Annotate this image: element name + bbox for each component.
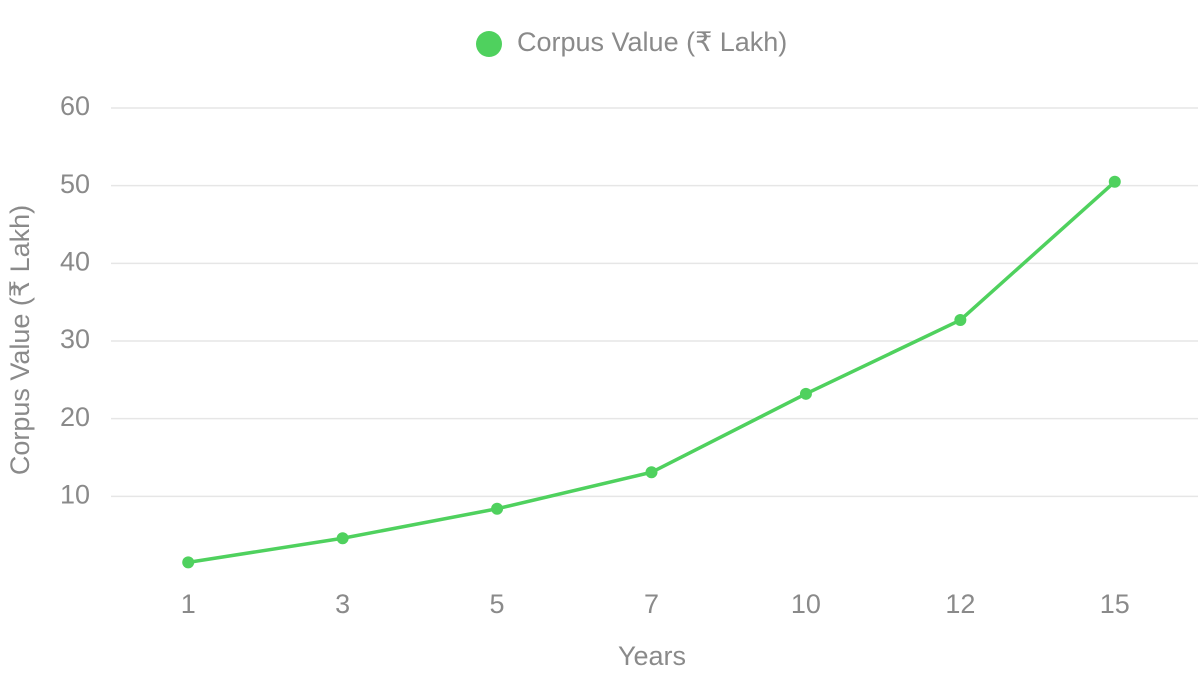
legend-marker: [476, 31, 502, 57]
x-tick-label: 15: [1100, 589, 1130, 619]
y-tick-label: 20: [60, 402, 90, 432]
data-point: [954, 314, 967, 327]
legend-label: Corpus Value (₹ Lakh): [517, 27, 787, 57]
x-tick-label: 10: [791, 589, 821, 619]
x-axis-title: Years: [618, 641, 686, 671]
data-point: [1108, 175, 1121, 188]
data-point: [336, 532, 349, 545]
data-point: [182, 556, 195, 569]
data-point: [645, 466, 658, 479]
y-tick-label: 40: [60, 246, 90, 276]
y-tick-label: 50: [60, 169, 90, 199]
x-tick-label: 7: [644, 589, 659, 619]
series-line: [187, 180, 1116, 565]
data-point: [799, 387, 812, 400]
x-tick-label: 12: [945, 589, 975, 619]
x-tick-label: 3: [335, 589, 350, 619]
data-point: [491, 502, 504, 515]
y-tick-label: 10: [60, 479, 90, 509]
x-tick-label: 5: [490, 589, 505, 619]
y-tick-label: 60: [60, 91, 90, 121]
y-axis-title: Corpus Value (₹ Lakh): [5, 205, 35, 475]
x-tick-label: 1: [181, 589, 196, 619]
y-tick-label: 30: [60, 324, 90, 354]
